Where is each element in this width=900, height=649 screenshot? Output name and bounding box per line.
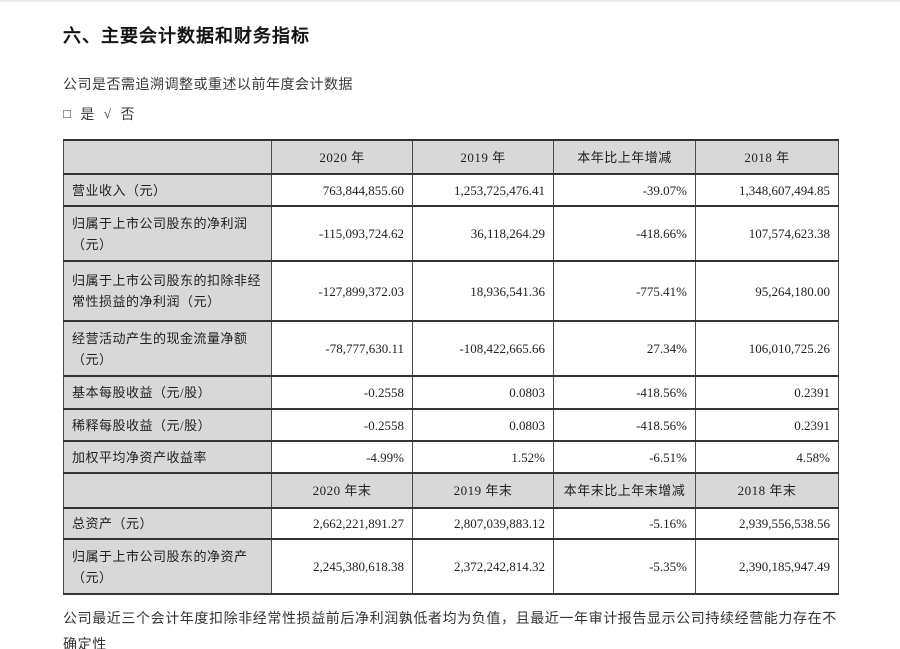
- col-header-yoy-change: 本年比上年增减: [553, 139, 696, 175]
- col-header-blank: [63, 472, 272, 509]
- value-cell: 0.0803: [412, 375, 554, 410]
- value-cell: -0.2558: [271, 408, 413, 442]
- col-header-blank: [63, 139, 272, 175]
- value-cell: 2,939,556,538.56: [695, 507, 839, 540]
- value-cell: -418.56%: [553, 408, 696, 442]
- col-header-2018: 2018 年: [695, 139, 839, 175]
- row-label: 归属于上市公司股东的净资产（元）: [63, 538, 272, 595]
- value-cell: 106,010,725.26: [695, 320, 839, 377]
- value-cell: 2,245,380,618.38: [271, 538, 413, 595]
- going-concern-footnote: 公司最近三个会计年度扣除非经常性损益前后净利润孰低者均为负值，且最近一年审计报告…: [63, 612, 837, 649]
- col-header-yoy-end-change: 本年末比上年末增减: [553, 472, 696, 509]
- table-row-basic-eps: 基本每股收益（元/股） -0.2558 0.0803 -418.56% 0.23…: [63, 375, 839, 410]
- col-header-2018-end: 2018 年末: [695, 472, 839, 509]
- no-label: 否: [120, 108, 135, 123]
- table-row-net-assets: 归属于上市公司股东的净资产（元） 2,245,380,618.38 2,372,…: [63, 538, 839, 595]
- page-edge: [0, 0, 900, 2]
- row-label: 归属于上市公司股东的扣除非经常性损益的净利润（元）: [63, 260, 272, 322]
- table-row-total-assets: 总资产（元） 2,662,221,891.27 2,807,039,883.12…: [63, 507, 839, 540]
- table-row-diluted-eps: 稀释每股收益（元/股） -0.2558 0.0803 -418.56% 0.23…: [63, 408, 839, 442]
- row-label: 经营活动产生的现金流量净额（元）: [63, 320, 272, 377]
- value-cell: 2,807,039,883.12: [412, 507, 554, 540]
- value-cell: 95,264,180.00: [695, 260, 839, 322]
- value-cell: -115,093,724.62: [271, 205, 413, 262]
- value-cell: -5.35%: [553, 538, 696, 595]
- value-cell: 2,372,242,814.32: [412, 538, 554, 595]
- value-cell: 107,574,623.38: [695, 205, 839, 262]
- value-cell: -4.99%: [271, 440, 413, 474]
- value-cell: -5.16%: [553, 507, 696, 540]
- value-cell: 1.52%: [412, 440, 554, 474]
- value-cell: -418.56%: [553, 375, 696, 410]
- value-cell: -39.07%: [553, 173, 696, 207]
- value-cell: 4.58%: [695, 440, 839, 474]
- value-cell: 2,662,221,891.27: [271, 507, 413, 540]
- table-row-weighted-avg-roe: 加权平均净资产收益率 -4.99% 1.52% -6.51% 4.58%: [63, 440, 839, 474]
- financial-indicators-table: 2020 年 2019 年 本年比上年增减 2018 年 营业收入（元） 763…: [63, 139, 839, 595]
- row-label: 基本每股收益（元/股）: [63, 375, 272, 410]
- col-header-2020-end: 2020 年末: [271, 472, 413, 509]
- col-header-2019: 2019 年: [412, 139, 554, 175]
- restatement-question: 公司是否需追溯调整或重述以前年度会计数据: [63, 78, 353, 93]
- restatement-answer-line: □ 是 √ 否: [63, 104, 838, 124]
- checkbox-unchecked-icon: □: [63, 106, 72, 121]
- page-title: 六、主要会计数据和财务指标: [63, 26, 310, 46]
- table-header-annual: 2020 年 2019 年 本年比上年增减 2018 年: [63, 139, 839, 175]
- value-cell: 2,390,185,947.49: [695, 538, 839, 595]
- row-label: 稀释每股收益（元/股）: [63, 408, 272, 442]
- check-mark-icon: √: [103, 106, 112, 121]
- table-row-revenue: 营业收入（元） 763,844,855.60 1,253,725,476.41 …: [63, 173, 839, 207]
- table-row-operating-cash-flow: 经营活动产生的现金流量净额（元） -78,777,630.11 -108,422…: [63, 320, 839, 377]
- value-cell: -127,899,372.03: [271, 260, 413, 322]
- value-cell: 0.0803: [412, 408, 554, 442]
- table-row-net-profit-excl-nonrecurring: 归属于上市公司股东的扣除非经常性损益的净利润（元） -127,899,372.0…: [63, 260, 839, 322]
- value-cell: 0.2391: [695, 375, 839, 410]
- value-cell: 763,844,855.60: [271, 173, 413, 207]
- value-cell: 18,936,541.36: [412, 260, 554, 322]
- value-cell: 27.34%: [553, 320, 696, 377]
- value-cell: 0.2391: [695, 408, 839, 442]
- yes-label: 是: [80, 108, 95, 123]
- row-label: 加权平均净资产收益率: [63, 440, 272, 474]
- row-label: 总资产（元）: [63, 507, 272, 540]
- value-cell: -0.2558: [271, 375, 413, 410]
- row-label: 营业收入（元）: [63, 173, 272, 207]
- col-header-2020: 2020 年: [271, 139, 413, 175]
- table-header-year-end: 2020 年末 2019 年末 本年末比上年末增减 2018 年末: [63, 472, 839, 509]
- table-row-net-profit: 归属于上市公司股东的净利润（元） -115,093,724.62 36,118,…: [63, 205, 839, 262]
- value-cell: -418.66%: [553, 205, 696, 262]
- value-cell: -108,422,665.66: [412, 320, 554, 377]
- value-cell: -6.51%: [553, 440, 696, 474]
- value-cell: -78,777,630.11: [271, 320, 413, 377]
- col-header-2019-end: 2019 年末: [412, 472, 554, 509]
- value-cell: 1,253,725,476.41: [412, 173, 554, 207]
- row-label: 归属于上市公司股东的净利润（元）: [63, 205, 272, 262]
- value-cell: -775.41%: [553, 260, 696, 322]
- value-cell: 36,118,264.29: [412, 205, 554, 262]
- value-cell: 1,348,607,494.85: [695, 173, 839, 207]
